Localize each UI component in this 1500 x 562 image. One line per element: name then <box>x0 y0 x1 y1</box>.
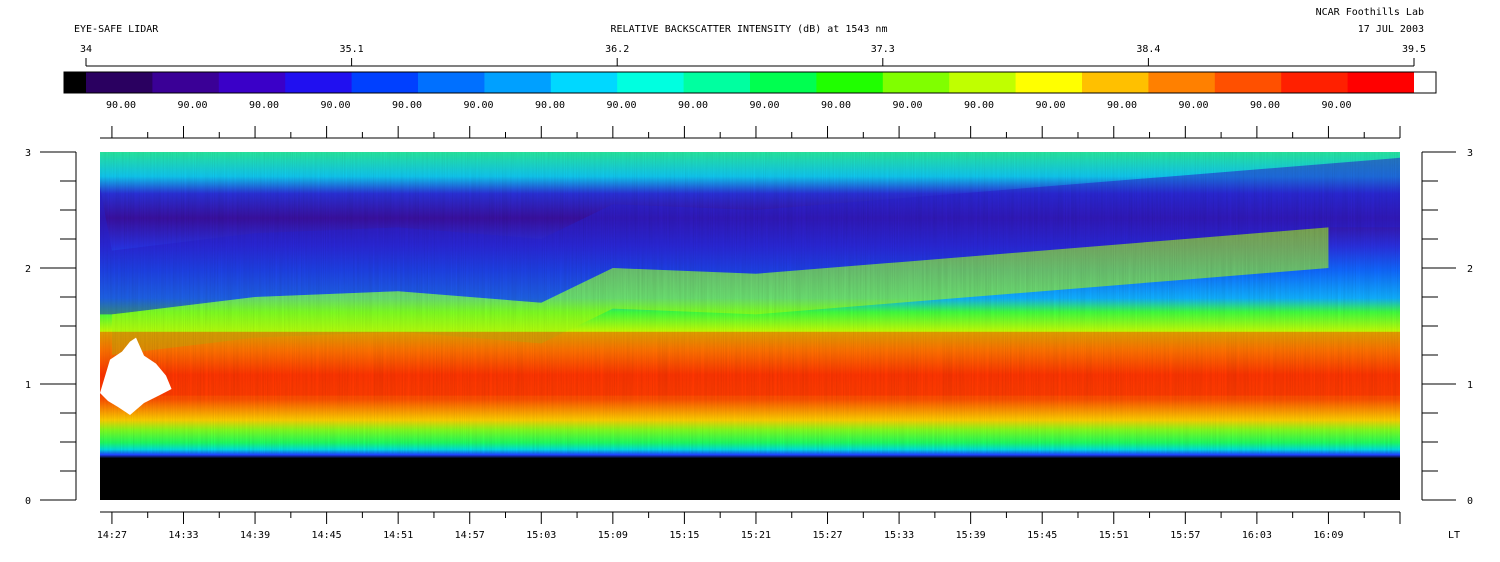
lidar-title-left: EYE-SAFE LIDAR <box>74 24 159 35</box>
y-tick-label: 0 <box>25 496 31 507</box>
colorbar-swatch <box>1148 72 1216 93</box>
colorbar-swatch <box>86 72 153 93</box>
colorbar-bin-label: 90.00 <box>1035 100 1065 111</box>
colorbar <box>63 71 1437 94</box>
date-label: 17 JUL 2003 <box>1358 24 1424 35</box>
y-tick-label: 3 <box>1467 148 1473 159</box>
x-tick-label: 14:33 <box>168 530 198 541</box>
x-tick-label: 15:33 <box>884 530 914 541</box>
colorbar-swatch <box>418 72 485 93</box>
x-tick-label: 15:57 <box>1170 530 1200 541</box>
x-tick-label: 14:39 <box>240 530 270 541</box>
colorbar-bin-label: 90.00 <box>821 100 851 111</box>
x-tick-label: 14:45 <box>312 530 342 541</box>
colorbar-bin-label: 90.00 <box>678 100 708 111</box>
colorbar-tick-label: 35.1 <box>340 44 364 55</box>
y-tick-label: 1 <box>25 380 31 391</box>
y-tick-label: 3 <box>25 148 31 159</box>
colorbar-bin-label: 90.00 <box>892 100 922 111</box>
colorbar-swatch <box>683 72 751 93</box>
y-tick-label: 2 <box>25 264 31 275</box>
x-tick-label: 14:51 <box>383 530 413 541</box>
colorbar-bin-label: 90.00 <box>249 100 279 111</box>
colorbar-swatch <box>1082 72 1149 93</box>
colorbar-swatch <box>1214 72 1282 93</box>
x-tick-label: 15:09 <box>598 530 628 541</box>
colorbar-tick-label: 36.2 <box>605 44 629 55</box>
colorbar-tick-label: 39.5 <box>1402 44 1426 55</box>
colorbar-bin-label: 90.00 <box>392 100 422 111</box>
colorbar-swatch <box>218 72 286 93</box>
colorbar-ticks: 34 35.1 36.2 37.3 38.4 39.5 <box>80 44 1426 67</box>
colorbar-swatch <box>285 72 353 93</box>
colorbar-swatch <box>1015 72 1083 93</box>
colorbar-frame <box>63 71 1437 94</box>
streak-texture <box>100 152 1400 454</box>
colorbar-under-swatch <box>64 72 86 93</box>
colorbar-bin-label: 90.00 <box>1178 100 1208 111</box>
x-tick-label: 14:57 <box>455 530 485 541</box>
colorbar-bin-label: 90.00 <box>749 100 779 111</box>
plot-area <box>100 152 1400 500</box>
colorbar-bin-label: 90.00 <box>106 100 136 111</box>
colorbar-tick-label: 34 <box>80 44 92 55</box>
colorbar-bin-label: 90.00 <box>1250 100 1280 111</box>
x-tick-label: 16:03 <box>1242 530 1272 541</box>
colorbar-bin-label: 90.00 <box>606 100 636 111</box>
colorbar-bin-label: 90.00 <box>1321 100 1351 111</box>
x-tick-label: 15:21 <box>741 530 771 541</box>
y-tick-label: 2 <box>1467 264 1473 275</box>
x-axis-unit-label: LT <box>1448 530 1460 541</box>
saturated-cloud <box>100 337 172 415</box>
colorbar-swatch <box>750 72 817 93</box>
x-tick-label: 14:27 <box>97 530 127 541</box>
colorbar-swatch <box>949 72 1017 93</box>
colorbar-bin-label: 90.00 <box>964 100 994 111</box>
x-tick-label: 16:09 <box>1313 530 1343 541</box>
colorbar-over-swatch <box>1414 72 1436 93</box>
x-tick-label: 15:45 <box>1027 530 1057 541</box>
colorbar-swatch <box>617 72 685 93</box>
colorbar-swatch <box>1281 72 1349 93</box>
colorbar-swatch <box>816 72 884 93</box>
colorbar-bin-label: 90.00 <box>463 100 493 111</box>
colorbar-swatch <box>484 72 552 93</box>
x-axis: 14:27 14:33 14:39 14:45 14:51 14:57 15:03 15:09… <box>97 511 1401 541</box>
colorbar-bin-label: 90.00 <box>535 100 565 111</box>
colorbar-swatch <box>351 72 419 93</box>
figure-title: RELATIVE BACKSCATTER INTENSITY (dB) at 1… <box>611 24 888 35</box>
colorbar-bin-label: 90.00 <box>177 100 207 111</box>
colorbar-bin-label: 90.00 <box>320 100 350 111</box>
x-tick-label: 15:27 <box>812 530 842 541</box>
colorbar-swatch <box>882 72 950 93</box>
colorbar-tick-label: 38.4 <box>1136 44 1160 55</box>
colorbar-bin-label: 90.00 <box>1107 100 1137 111</box>
colorbar-tick-label: 37.3 <box>871 44 895 55</box>
ground-no-data <box>100 459 1400 500</box>
colorbar-swatch <box>550 72 618 93</box>
y-tick-label: 0 <box>1467 496 1473 507</box>
y-axis-left: 0 1 2 3 <box>25 148 77 507</box>
x-tick-label: 15:03 <box>526 530 556 541</box>
y-tick-label: 1 <box>1467 380 1473 391</box>
colorbar-bin-labels: 90.00 90.00 90.00 90.00 90.00 90.00 90.00 90.00… <box>106 100 1352 111</box>
x-axis-top <box>100 126 1401 139</box>
colorbar-swatch <box>152 72 220 93</box>
x-tick-label: 15:39 <box>956 530 986 541</box>
colorbar-swatch <box>1347 72 1415 93</box>
y-axis-right: 0 1 2 3 <box>1421 148 1473 507</box>
x-tick-label: 15:51 <box>1099 530 1129 541</box>
x-tick-label: 15:15 <box>669 530 699 541</box>
org-label: NCAR Foothills Lab <box>1316 7 1424 18</box>
